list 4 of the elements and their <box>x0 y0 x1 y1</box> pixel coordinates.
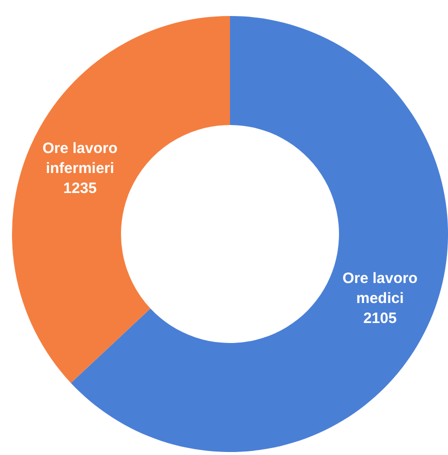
data-label: 2105 <box>363 310 397 328</box>
slice-label: Ore lavoro medici <box>342 270 418 308</box>
data-label: 1235 <box>63 180 97 198</box>
slice-label: Ore lavoro infermieri <box>42 140 118 178</box>
